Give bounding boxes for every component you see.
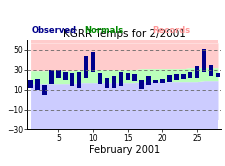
Bar — [63, 72, 67, 80]
Bar — [201, 49, 205, 72]
Bar — [146, 76, 150, 85]
Bar — [208, 65, 212, 76]
Bar — [132, 74, 136, 81]
Bar — [187, 72, 192, 78]
Bar — [118, 72, 123, 86]
Bar — [97, 73, 102, 84]
Bar — [56, 70, 60, 78]
Title: KGRR Temps for 2/2001: KGRR Temps for 2/2001 — [63, 29, 185, 39]
Bar — [83, 56, 88, 78]
X-axis label: February 2001: February 2001 — [88, 145, 159, 155]
Bar — [70, 73, 74, 86]
Bar — [49, 70, 53, 84]
Bar — [28, 80, 33, 88]
Text: Records: Records — [152, 26, 190, 35]
Bar — [173, 74, 178, 80]
Bar — [194, 66, 198, 78]
Bar — [42, 85, 47, 95]
Text: Observed: Observed — [32, 26, 76, 35]
Bar — [180, 74, 185, 79]
Bar — [104, 78, 109, 88]
Bar — [76, 72, 81, 88]
Text: Normals: Normals — [84, 26, 123, 35]
Bar — [139, 80, 143, 89]
Bar — [35, 79, 40, 90]
Bar — [111, 76, 116, 88]
Bar — [166, 75, 171, 82]
Bar — [90, 52, 95, 72]
Bar — [160, 79, 164, 83]
Bar — [215, 73, 219, 77]
Bar — [125, 73, 129, 80]
Bar — [153, 80, 157, 83]
